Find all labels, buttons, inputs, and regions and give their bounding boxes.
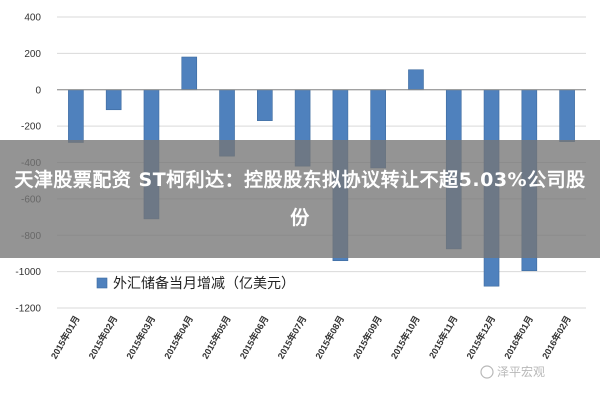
x-tick-label: 2015年11月 xyxy=(426,314,459,361)
bar xyxy=(68,89,84,143)
x-tick-label: 2015年04月 xyxy=(161,314,195,361)
legend-label: 外汇储备当月增减（亿美元） xyxy=(113,275,295,292)
bar xyxy=(257,89,273,121)
legend-swatch xyxy=(96,277,108,289)
y-tick-label: -200 xyxy=(21,122,41,133)
x-tick-label: 2016年02月 xyxy=(539,314,573,361)
watermark: 泽平宏观 xyxy=(480,364,545,379)
x-axis-ticks: 2015年01月 2015年02月 2015年03月 2015年04月 2015年05月… xyxy=(48,314,573,361)
x-tick-label: 2016年01月 xyxy=(502,314,536,361)
x-tick-label: 2015年09月 xyxy=(350,314,384,361)
bar xyxy=(408,69,424,91)
bar xyxy=(105,89,122,111)
x-tick-label: 2015年06月 xyxy=(237,314,271,361)
y-tick-label: 400 xyxy=(24,13,41,24)
x-tick-label: 2015年12月 xyxy=(464,314,498,361)
legend: 外汇储备当月增减（亿美元） xyxy=(96,275,295,292)
x-tick-label: 2015年02月 xyxy=(86,314,120,361)
x-tick-label: 2015年03月 xyxy=(124,314,158,361)
bar xyxy=(181,56,198,91)
y-tick-label: 0 xyxy=(35,85,41,96)
headline: 天津股票配资 ST柯利达：控股股东拟协议转让不超5.03%公司股份 xyxy=(14,169,586,229)
y-tick-label: -1200 xyxy=(15,304,41,315)
y-tick-label: -1000 xyxy=(15,267,41,278)
x-tick-label: 2015年08月 xyxy=(313,314,347,361)
watermark-icon xyxy=(480,365,494,379)
watermark-text: 泽平宏观 xyxy=(497,364,545,379)
x-tick-label: 2015年07月 xyxy=(275,314,309,361)
bar xyxy=(559,89,575,142)
x-tick-label: 2015年05月 xyxy=(199,314,233,361)
x-tick-label: 2015年10月 xyxy=(388,314,422,361)
x-tick-label: 2015年01月 xyxy=(48,314,82,361)
headline-banner: 天津股票配资 ST柯利达：控股股东拟协议转让不超5.03%公司股份 xyxy=(0,140,600,258)
y-tick-label: 200 xyxy=(24,49,41,60)
